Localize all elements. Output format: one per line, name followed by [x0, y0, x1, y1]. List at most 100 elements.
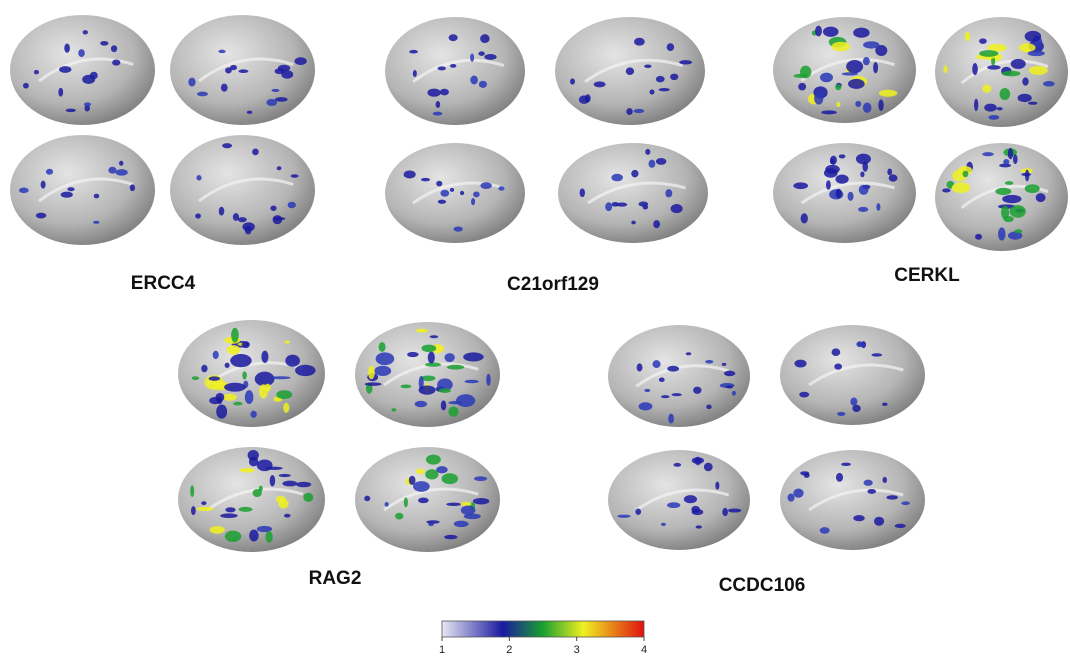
activation-blob [470, 76, 478, 85]
activation-blob [404, 497, 408, 507]
activation-blob [486, 374, 491, 386]
activation-blob [853, 28, 869, 38]
activation-blob [225, 507, 235, 512]
activation-blob [979, 50, 998, 57]
activation-blob [671, 393, 681, 396]
activation-blob [855, 101, 861, 107]
activation-blob [997, 107, 1003, 110]
activation-blob [863, 57, 870, 65]
activation-blob [190, 485, 194, 497]
brain-surface [773, 143, 916, 243]
panel-label: CCDC106 [719, 575, 806, 596]
colorbar-tick-label: 1 [439, 644, 445, 656]
activation-blob [191, 506, 196, 515]
activation-blob [886, 495, 898, 499]
activation-blob [824, 168, 838, 177]
activation-blob [473, 498, 489, 504]
activation-blob [634, 38, 645, 46]
activation-blob [239, 507, 253, 512]
activation-blob [426, 455, 441, 465]
activation-blob [1028, 51, 1045, 57]
activation-blob [428, 352, 435, 364]
activation-blob [965, 32, 970, 42]
activation-blob [704, 463, 713, 472]
activation-blob [416, 329, 428, 333]
activation-blob [409, 50, 418, 54]
activation-blob [987, 65, 1001, 69]
activation-blob [209, 376, 221, 380]
activation-blob [639, 402, 653, 410]
activation-blob [84, 102, 91, 106]
colorbar-tick-label: 2 [506, 644, 512, 656]
activation-blob [130, 184, 135, 191]
activation-blob [693, 387, 701, 394]
activation-blob [216, 404, 227, 418]
activation-blob [365, 382, 382, 385]
activation-blob [585, 94, 591, 102]
activation-blob [480, 34, 489, 43]
activation-blob [34, 70, 39, 75]
activation-blob [61, 192, 73, 198]
activation-blob [67, 187, 74, 191]
activation-blob [832, 42, 851, 52]
activation-blob [225, 531, 242, 542]
activation-blob [436, 101, 441, 108]
activation-blob [270, 475, 276, 486]
brain-surface [170, 135, 315, 245]
activation-blob [413, 481, 430, 492]
activation-blob [611, 174, 623, 182]
activation-blob [115, 169, 127, 176]
activation-blob [221, 84, 228, 92]
activation-blob [637, 363, 643, 371]
activation-blob [1025, 31, 1042, 42]
activation-blob [440, 89, 449, 96]
activation-blob [901, 501, 910, 505]
activation-blob [848, 192, 854, 201]
activation-blob [220, 513, 238, 518]
activation-blob [972, 63, 978, 75]
activation-blob [649, 89, 654, 94]
activation-blob [617, 515, 630, 518]
activation-blob [407, 352, 419, 357]
activation-blob [617, 203, 628, 207]
activation-blob [288, 202, 296, 209]
activation-blob [111, 45, 117, 52]
activation-blob [233, 213, 239, 221]
activation-blob [218, 50, 225, 53]
activation-blob [626, 67, 634, 75]
activation-blob [484, 54, 496, 60]
activation-blob [266, 99, 277, 106]
activation-blob [279, 474, 291, 477]
activation-blob [859, 185, 869, 195]
activation-blob [278, 499, 288, 509]
activation-blob [216, 393, 225, 402]
activation-blob [644, 389, 650, 392]
activation-blob [78, 49, 85, 57]
activation-blob [1013, 154, 1018, 164]
activation-blob [1029, 66, 1048, 75]
activation-blob [631, 221, 636, 225]
activation-blob [867, 489, 876, 494]
activation-blob [223, 394, 237, 401]
activation-blob [836, 102, 840, 107]
activation-blob [284, 340, 290, 343]
activation-blob [879, 90, 897, 97]
activation-blob [895, 524, 906, 528]
activation-blob [943, 65, 947, 73]
activation-blob [471, 198, 475, 205]
activation-blob [856, 341, 863, 347]
activation-blob [1010, 205, 1026, 218]
activation-blob [498, 186, 504, 190]
activation-blob [852, 405, 860, 412]
activation-blob [787, 494, 794, 502]
activation-blob [570, 78, 575, 84]
activation-blob [404, 170, 416, 178]
activation-blob [201, 501, 206, 505]
brain-surface [773, 17, 916, 123]
activation-blob [454, 521, 469, 528]
activation-blob [456, 394, 475, 407]
activation-blob [440, 190, 449, 197]
activation-blob [447, 365, 464, 370]
activation-blob [862, 162, 868, 172]
activation-blob [64, 43, 70, 52]
